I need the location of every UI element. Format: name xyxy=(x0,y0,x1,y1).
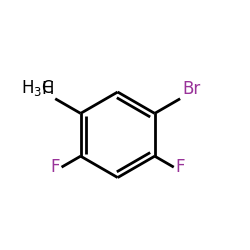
Text: H: H xyxy=(42,80,54,98)
Text: H$_3$C: H$_3$C xyxy=(21,78,54,98)
Text: F: F xyxy=(175,158,184,176)
Text: F: F xyxy=(51,158,60,176)
Text: Br: Br xyxy=(182,80,200,98)
